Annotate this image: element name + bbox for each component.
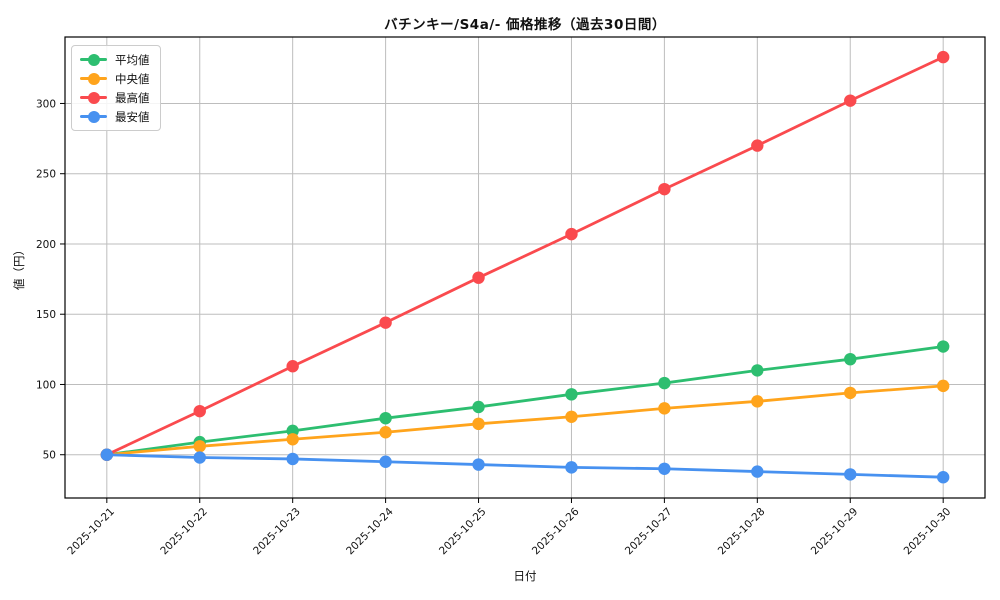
data-point xyxy=(286,433,299,446)
tick-labels: 50 100 150 200 250 300 2025-10-21 2025-10-22 202… xyxy=(36,98,953,557)
data-point xyxy=(844,352,857,366)
x-tick-label: 2025-10-23 xyxy=(251,506,303,558)
series-line-3 xyxy=(105,453,945,479)
x-tick-label: 2025-10-24 xyxy=(344,505,396,557)
data-point xyxy=(936,471,950,484)
legend-label: 中央値 xyxy=(115,71,150,86)
data-point xyxy=(936,379,950,393)
y-tick-label: 50 xyxy=(43,450,56,462)
data-point xyxy=(844,94,857,107)
data-point xyxy=(193,451,206,464)
data-point xyxy=(658,402,671,415)
series-line-1 xyxy=(105,384,945,457)
y-tick-label: 250 xyxy=(36,169,56,181)
legend-marker-icon xyxy=(80,72,107,86)
data-point xyxy=(472,417,485,431)
data-point xyxy=(658,376,671,390)
x-tick-label: 2025-10-25 xyxy=(437,506,489,558)
x-tick-label: 2025-10-30 xyxy=(902,506,954,558)
legend-label: 平均値 xyxy=(115,52,150,67)
y-axis-label: 値（円） xyxy=(12,244,26,290)
series-3 xyxy=(100,448,950,484)
axes-frame xyxy=(64,36,986,499)
series-line-0 xyxy=(105,345,945,457)
series-1 xyxy=(100,379,950,461)
data-point xyxy=(565,227,578,241)
x-tick-label: 2025-10-26 xyxy=(530,505,582,557)
series-2 xyxy=(100,50,950,461)
legend-marker-icon xyxy=(80,110,107,124)
data-point xyxy=(379,411,392,425)
data-point xyxy=(379,316,392,329)
legend-label: 最安値 xyxy=(115,109,150,124)
legend-label: 最高値 xyxy=(115,90,150,105)
data-point xyxy=(379,426,392,439)
series-line-2 xyxy=(105,55,945,457)
data-point xyxy=(936,50,950,64)
data-point xyxy=(936,340,950,353)
data-point xyxy=(286,360,299,373)
legend: 平均値中央値最高値最安値 xyxy=(71,45,161,131)
y-tick-label: 200 xyxy=(36,239,56,251)
x-tick-label: 2025-10-27 xyxy=(623,506,675,558)
x-tick-label: 2025-10-28 xyxy=(716,506,768,558)
data-point xyxy=(100,448,114,461)
data-point xyxy=(565,388,578,401)
data-point xyxy=(751,395,764,408)
ticks xyxy=(60,102,944,503)
data-point xyxy=(193,440,206,453)
data-point xyxy=(565,410,578,423)
data-point xyxy=(472,400,485,414)
data-point xyxy=(751,364,764,377)
x-tick-label: 2025-10-22 xyxy=(158,506,210,558)
data-point xyxy=(472,458,485,471)
data-point xyxy=(193,404,206,418)
data-point xyxy=(286,452,299,466)
legend-item-1: 中央値 xyxy=(80,71,150,86)
y-tick-label: 150 xyxy=(36,309,56,321)
gridlines xyxy=(65,37,985,498)
data-point xyxy=(379,455,392,468)
y-tick-label: 300 xyxy=(36,98,56,110)
data-point xyxy=(751,139,764,152)
y-tick-label: 100 xyxy=(36,379,56,391)
legend-item-3: 最安値 xyxy=(80,109,150,124)
data-point xyxy=(658,182,671,196)
data-point xyxy=(565,461,578,474)
legend-item-2: 最高値 xyxy=(80,90,150,105)
legend-marker-icon xyxy=(80,91,107,105)
x-tick-label: 2025-10-21 xyxy=(65,506,117,558)
chart-title: バチンキー/S4a/- 価格推移（過去30日間） xyxy=(384,17,666,33)
legend-item-0: 平均値 xyxy=(80,52,150,67)
x-tick-label: 2025-10-29 xyxy=(809,506,861,558)
data-point xyxy=(844,386,857,400)
data-point xyxy=(472,271,485,284)
x-axis-label: 日付 xyxy=(513,569,537,583)
legend-marker-icon xyxy=(80,53,107,67)
data-point xyxy=(658,462,671,475)
data-point xyxy=(751,465,764,478)
data-point xyxy=(844,468,857,481)
